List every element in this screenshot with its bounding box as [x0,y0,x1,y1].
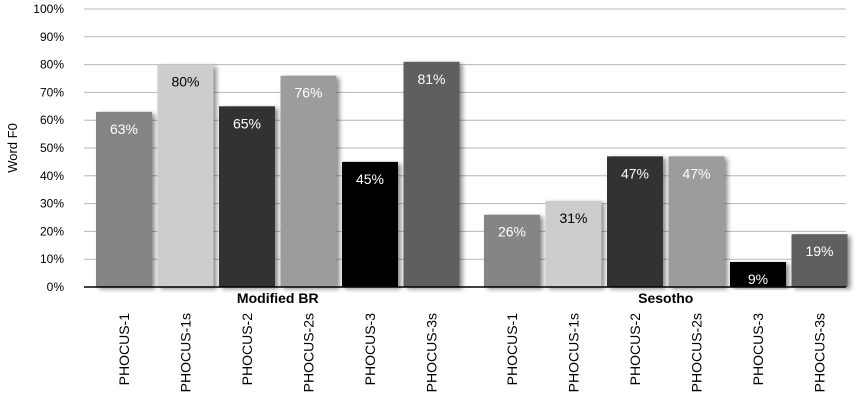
y-tick-label: 0% [47,280,65,294]
data-label: 31% [559,210,587,226]
bar [219,106,275,287]
category-label: PHOCUS-1 [504,313,520,386]
data-label: 45% [356,171,384,187]
data-label: 80% [171,74,199,90]
data-label: 47% [682,165,710,181]
bar [342,161,398,287]
data-label: 26% [498,224,526,240]
bar [730,261,786,287]
bar [280,75,337,287]
group-label: Modified BR [237,290,319,306]
y-tick-label: 10% [40,252,64,266]
category-label: PHOCUS-2 [239,313,255,386]
data-label: 9% [748,271,768,287]
y-tick-label: 20% [40,224,64,238]
y-axis-ticks: 0% 10% 20% 30% 40% 50% 60% 70% 80% 90% 100% [33,2,64,294]
data-label: 63% [110,121,138,137]
category-label: PHOCUS-1 [116,313,132,386]
y-tick-label: 60% [40,113,64,127]
category-label: PHOCUS-3 [362,313,378,386]
bar [545,200,602,287]
data-label: 81% [417,71,445,87]
y-tick-label: 40% [40,169,64,183]
data-label: 76% [294,85,322,101]
bar [791,234,848,287]
bars [96,61,848,287]
data-labels: 63% 80% 65% 76% 45% 81% 26% 31% 47% 47% 9% 19% [110,71,834,287]
data-label: 65% [233,115,261,131]
category-label: PHOCUS-3 [750,313,766,386]
y-tick-label: 100% [33,2,64,16]
y-tick-label: 30% [40,197,64,211]
category-label: PHOCUS-3s [424,313,440,392]
y-tick-label: 80% [40,58,64,72]
category-label: PHOCUS-2 [627,313,643,386]
category-label: PHOCUS-2s [301,313,317,392]
y-tick-label: 90% [40,30,64,44]
bar [484,214,540,287]
bar [668,156,725,287]
y-tick-label: 70% [40,85,64,99]
category-label: PHOCUS-2s [689,313,705,392]
y-axis-label: Word F0 [5,123,20,173]
y-tick-label: 50% [40,141,64,155]
category-labels: PHOCUS-1 PHOCUS-1s PHOCUS-2 PHOCUS-2s PHOCUS… [116,313,828,393]
category-label: PHOCUS-3s [812,313,828,392]
data-label: 47% [621,165,649,181]
bar [607,156,663,287]
data-label: 19% [805,243,833,259]
category-label: PHOCUS-1s [566,313,582,392]
group-label: Sesotho [638,290,693,306]
bar [403,61,460,287]
bar [96,111,152,287]
group-labels: Modified BR Sesotho [237,290,693,306]
bar [157,64,214,287]
category-label: PHOCUS-1s [178,313,194,392]
